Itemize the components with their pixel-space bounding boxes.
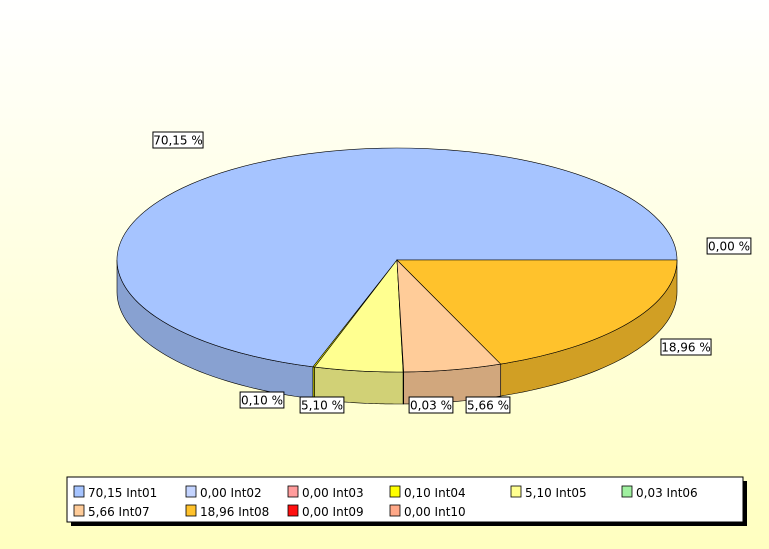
label-box — [299, 396, 345, 414]
legend-name: Int05 — [556, 486, 587, 500]
legend-value: 0,03 — [636, 486, 663, 500]
legend-entry: 0,10 Int04 — [404, 486, 466, 500]
data-label: 5,66 % — [467, 399, 509, 413]
legend-swatch — [389, 485, 401, 498]
legend-value: 0,10 — [404, 486, 431, 500]
legend-name: Int08 — [238, 505, 269, 519]
label-box — [660, 338, 712, 356]
legend-entry: 18,96 Int08 — [200, 505, 269, 519]
legend-swatch — [185, 504, 197, 517]
legend-value: 0,00 — [200, 486, 227, 500]
legend-entry: 5,66 Int07 — [88, 505, 150, 519]
legend-swatch — [621, 485, 633, 498]
label-box — [706, 237, 752, 255]
legend-name: Int10 — [435, 505, 466, 519]
slice — [396, 259, 678, 365]
legend-swatch — [510, 485, 522, 498]
legend-entry: 70,15 Int01 — [88, 486, 157, 500]
legend-entry: 0,00 Int03 — [302, 486, 364, 500]
legend-entry: 0,00 Int10 — [404, 505, 466, 519]
data-label: 70,15 % — [153, 134, 203, 148]
legend-entry: 0,00 Int09 — [302, 505, 364, 519]
legend-name: Int04 — [435, 486, 466, 500]
slice — [116, 147, 678, 368]
legend-name: Int01 — [126, 486, 157, 500]
legend-swatch — [185, 485, 197, 498]
legend-name: Int02 — [231, 486, 262, 500]
label-box — [152, 131, 204, 149]
legend-value: 5,66 — [88, 505, 115, 519]
legend-entry: 0,00 Int02 — [200, 486, 262, 500]
legend-entry: 0,03 Int06 — [636, 486, 698, 500]
legend-box — [66, 476, 744, 523]
label-box — [465, 396, 511, 414]
label-box — [408, 396, 454, 414]
legend-value: 5,10 — [525, 486, 552, 500]
legend-name: Int06 — [667, 486, 698, 500]
legend-swatch — [287, 504, 299, 517]
legend-entry: 5,10 Int05 — [525, 486, 587, 500]
legend-swatch — [73, 485, 85, 498]
legend-name: Int03 — [333, 486, 364, 500]
data-label: 18,96 % — [661, 341, 711, 355]
legend-value: 0,00 — [302, 486, 329, 500]
data-label: 5,10 % — [301, 399, 343, 413]
legend-swatch — [389, 504, 401, 517]
legend-value: 18,96 — [200, 505, 234, 519]
data-label: 0,10 % — [241, 394, 283, 408]
legend-value: 0,00 — [404, 505, 431, 519]
legend-swatch — [73, 504, 85, 517]
data-label: 0,03 % — [410, 399, 452, 413]
legend-swatch — [287, 485, 299, 498]
legend-name: Int07 — [119, 505, 150, 519]
legend-value: 70,15 — [88, 486, 122, 500]
label-box — [239, 391, 285, 409]
legend-name: Int09 — [333, 505, 364, 519]
data-label: 0,00 % — [708, 240, 750, 254]
legend-value: 0,00 — [302, 505, 329, 519]
